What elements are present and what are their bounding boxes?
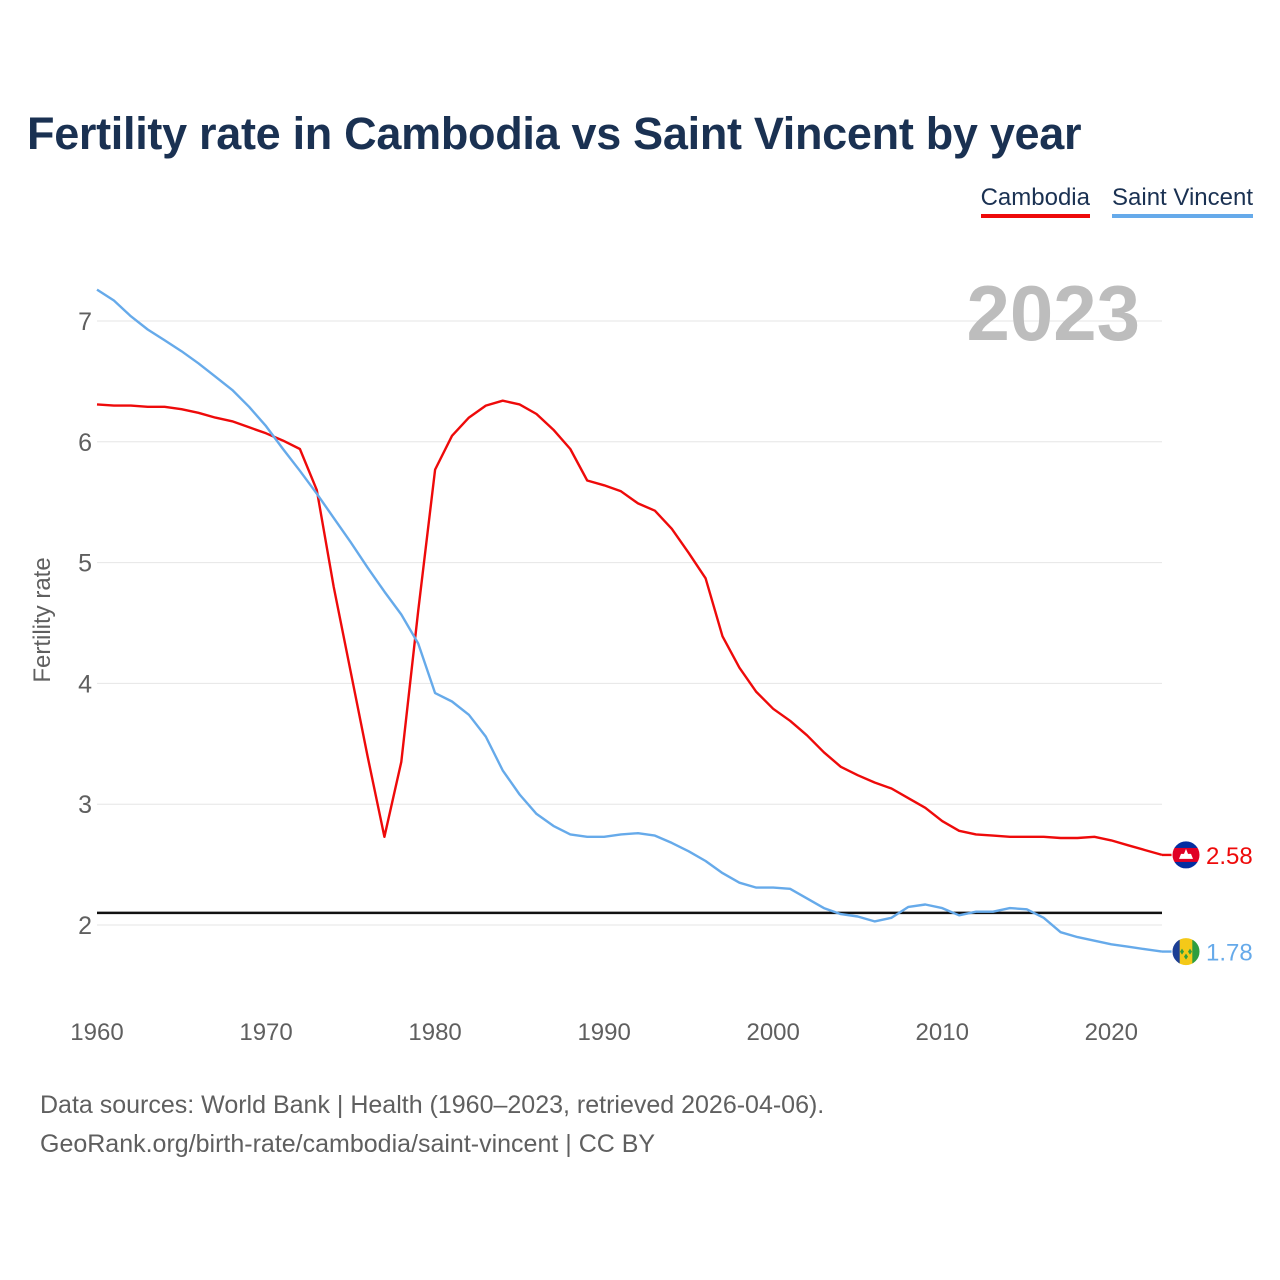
chart-title: Fertility rate in Cambodia vs Saint Vinc…	[27, 108, 1082, 159]
legend: Cambodia Saint Vincent	[980, 184, 1253, 218]
grid	[97, 320, 1162, 926]
series-line-cambodia[interactable]	[96, 399, 1163, 857]
y-axis: 2 3 4 5 6 7	[78, 308, 92, 940]
end-value-label-saint-vincent: 1.78	[1206, 940, 1253, 967]
flag-cambodia-icon	[1171, 840, 1201, 870]
source-line-1: Data sources: World Bank | Health (1960–…	[40, 1091, 825, 1119]
x-tick-label: 2010	[916, 1019, 969, 1046]
x-tick-label: 2000	[746, 1019, 799, 1046]
series-group	[96, 288, 1163, 953]
x-tick-label: 1960	[70, 1019, 123, 1046]
y-tick-label: 7	[78, 308, 92, 336]
y-tick-label: 6	[78, 429, 92, 457]
x-tick-label: 2020	[1085, 1019, 1138, 1046]
x-axis: 1960 1970 1980 1990 2000 2010 2020	[70, 1019, 1138, 1046]
y-tick-label: 3	[78, 791, 92, 819]
source-note: Data sources: World Bank | Health (1960–…	[40, 1086, 824, 1164]
y-tick-label: 4	[78, 670, 92, 698]
flag-saint-vincent-icon	[1171, 937, 1201, 967]
x-tick-label: 1990	[577, 1019, 630, 1046]
source-line-2: GeoRank.org/birth-rate/cambodia/saint-vi…	[40, 1130, 656, 1158]
x-tick-label: 1980	[408, 1019, 461, 1046]
legend-item-saint-vincent[interactable]: Saint Vincent	[1112, 184, 1253, 218]
year-label: 2023	[966, 269, 1140, 357]
x-tick-label: 1970	[239, 1019, 292, 1046]
legend-item-cambodia[interactable]: Cambodia	[980, 184, 1090, 218]
end-value-label-cambodia: 2.58	[1206, 843, 1253, 870]
y-axis-label: Fertility rate	[29, 557, 56, 682]
y-tick-label: 5	[78, 550, 92, 578]
series-line-saint-vincent[interactable]	[96, 288, 1163, 953]
end-markers: 2.58 1.78	[1162, 840, 1253, 967]
y-tick-label: 2	[78, 912, 92, 940]
